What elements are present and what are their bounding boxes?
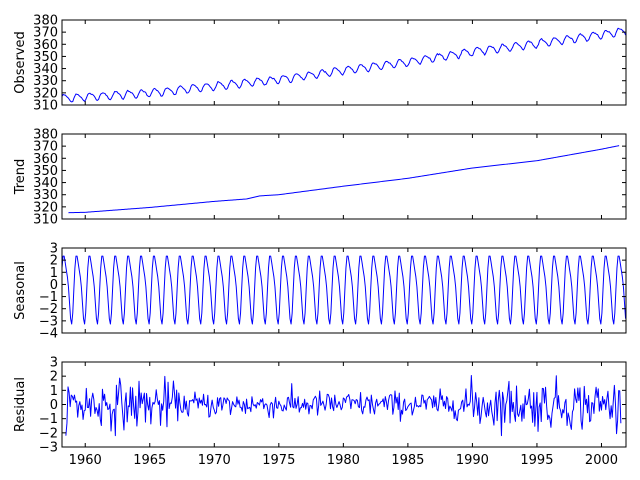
axes-frame [61, 19, 627, 106]
y-tick-label: 3 [50, 242, 58, 257]
x-tick-label: 1970 [198, 453, 231, 468]
y-tick-label: 310 [33, 99, 58, 114]
y-tick-label: 360 [33, 152, 58, 167]
y-tick-label: 380 [33, 14, 58, 29]
y-tick-label: −3 [39, 441, 58, 456]
axes-frame [61, 133, 627, 220]
y-tick-label: 320 [33, 200, 58, 215]
y-tick-label: −4 [39, 327, 58, 342]
y-axis-label: Trend [13, 159, 28, 196]
y-tick-label: 370 [33, 26, 58, 41]
y-tick-label: 350 [33, 50, 58, 65]
y-tick-label: −2 [39, 302, 58, 317]
residual-series-line [65, 374, 622, 437]
y-tick-label: 2 [50, 370, 58, 385]
y-tick-label: 1 [50, 266, 58, 281]
y-axis-label: Observed [13, 31, 28, 94]
x-tick-label: 1965 [133, 453, 166, 468]
y-tick-label: −1 [39, 290, 58, 305]
observed-series-line [61, 27, 627, 103]
x-tick-label: 1990 [456, 453, 489, 468]
y-tick-label: 3 [50, 356, 58, 371]
x-tick-label: 1975 [262, 453, 295, 468]
seasonal-series-line [61, 255, 627, 325]
axes-frame [61, 247, 627, 334]
y-tick-label: −3 [39, 314, 58, 329]
y-tick-label: 310 [33, 213, 58, 228]
trend-series-line [68, 145, 620, 214]
y-tick-label: 340 [33, 176, 58, 191]
y-tick-label: 380 [33, 128, 58, 143]
y-axis-label: Residual [13, 377, 28, 432]
y-tick-label: −2 [39, 426, 58, 441]
x-tick-label: 1960 [69, 453, 102, 468]
y-tick-label: −1 [39, 412, 58, 427]
y-tick-label: 0 [50, 278, 58, 293]
x-tick-label: 1985 [391, 453, 424, 468]
y-tick-label: 320 [33, 86, 58, 101]
y-tick-label: 0 [50, 398, 58, 413]
x-tick-label: 2000 [585, 453, 618, 468]
y-tick-label: 330 [33, 188, 58, 203]
y-tick-label: 1 [50, 384, 58, 399]
x-tick-label: 1995 [520, 453, 553, 468]
y-tick-label: 340 [33, 62, 58, 77]
y-tick-label: 360 [33, 38, 58, 53]
y-tick-label: 330 [33, 74, 58, 89]
x-tick-label: 1980 [327, 453, 360, 468]
y-tick-label: 350 [33, 164, 58, 179]
y-tick-label: 370 [33, 140, 58, 155]
y-axis-label: Seasonal [13, 261, 28, 320]
y-tick-label: 2 [50, 254, 58, 269]
